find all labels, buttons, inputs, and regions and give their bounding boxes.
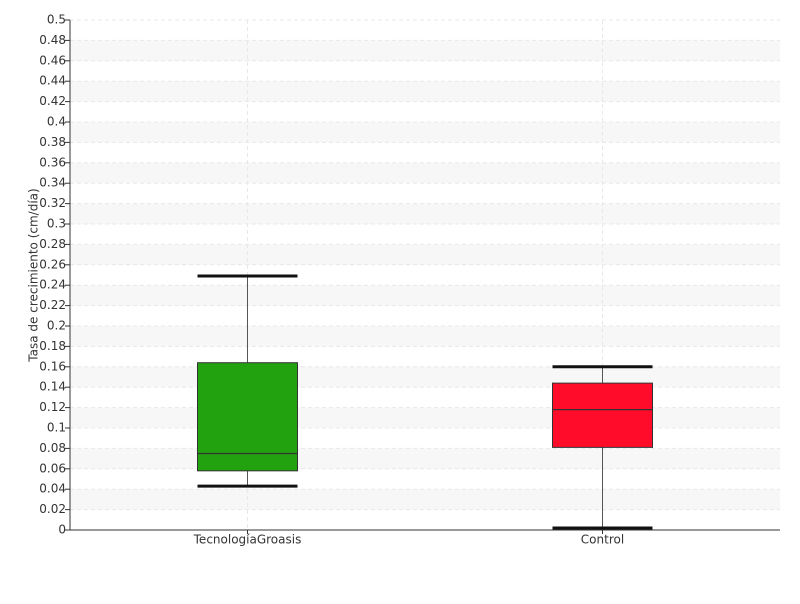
y-tick-label: 0.34	[39, 176, 66, 190]
y-tick-label: 0.32	[39, 196, 66, 210]
y-tick-label: 0.14	[39, 380, 66, 394]
box	[197, 362, 298, 472]
x-tick-label: Control	[581, 533, 624, 547]
y-tick-label: 0.02	[39, 502, 66, 516]
y-tick-label: 0.46	[39, 53, 66, 67]
y-tick-label: 0.4	[47, 115, 66, 129]
y-tick-label: 0.1	[47, 421, 66, 435]
y-tick-label: 0.04	[39, 482, 66, 496]
y-tick-label: 0.36	[39, 155, 66, 169]
grid-band	[70, 244, 780, 265]
box	[552, 382, 653, 448]
y-axis-label: Tasa de crecimiento (cm/día)	[27, 188, 41, 362]
y-tick-label: 0.38	[39, 135, 66, 149]
y-tick-label: 0.44	[39, 74, 66, 88]
x-tick-label: TecnologíaGroasis	[193, 533, 302, 547]
grid-band	[70, 162, 780, 184]
grid-band	[70, 489, 780, 510]
grid-band	[70, 122, 780, 143]
y-tick-label: 0.24	[39, 278, 66, 292]
grid-band	[70, 448, 780, 469]
y-tick-label: 0.26	[39, 257, 66, 271]
y-tick-label: 0.5	[47, 13, 66, 27]
y-tick-label: 0.3	[47, 217, 66, 231]
y-tick-label: 0.16	[39, 359, 66, 373]
y-tick-label: 0.12	[39, 400, 66, 414]
y-tick-label: 0.42	[39, 94, 66, 108]
y-tick-label: 0.06	[39, 461, 66, 475]
grid-band	[70, 203, 780, 224]
grid-band	[70, 366, 780, 388]
grid-band	[70, 285, 780, 306]
y-tick-label: 0.28	[39, 237, 66, 251]
y-tick-label: 0	[58, 523, 66, 537]
grid-band	[70, 40, 780, 61]
grid-band	[70, 81, 780, 102]
y-tick-label: 0.48	[39, 33, 66, 47]
y-tick-label: 0.22	[39, 298, 66, 312]
y-tick-label: 0.08	[39, 441, 66, 455]
y-tick-label: 0.18	[39, 339, 66, 353]
grid-band	[70, 407, 780, 428]
y-tick-label: 0.2	[47, 319, 66, 333]
grid-band	[70, 326, 780, 347]
